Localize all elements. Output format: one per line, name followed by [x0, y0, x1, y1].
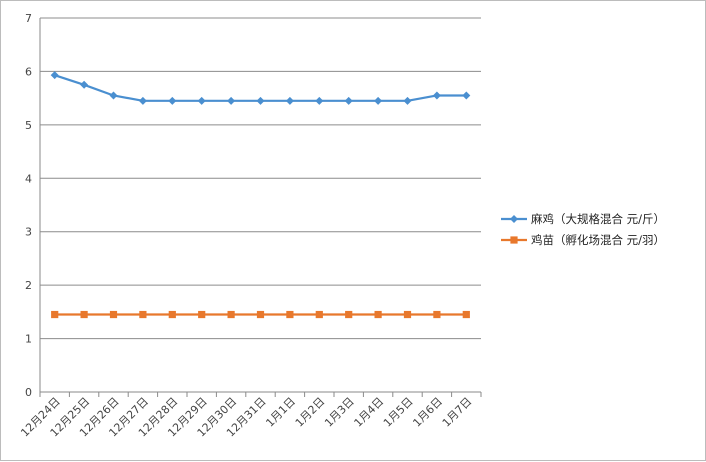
data-point-diamond — [344, 96, 353, 105]
data-point-square — [374, 310, 382, 319]
data-point-square — [168, 310, 176, 319]
x-tick-label: 1月1日 — [263, 395, 298, 430]
gridlines — [40, 17, 481, 393]
x-tick-label: 1月6日 — [410, 395, 445, 430]
y-tick-label: 7 — [25, 12, 32, 25]
y-tick-label: 0 — [25, 386, 32, 399]
data-point-square — [80, 310, 88, 319]
x-tick-label: 1月5日 — [381, 395, 416, 430]
legend-marker-diamond — [510, 215, 518, 223]
data-point-square — [139, 310, 147, 319]
data-point-square — [462, 310, 470, 319]
data-point-square — [345, 310, 353, 319]
data-point-square — [227, 310, 235, 319]
y-tick-label: 6 — [25, 65, 32, 78]
data-point-square — [109, 310, 118, 319]
y-tick-label: 1 — [25, 333, 32, 346]
data-point-diamond — [374, 96, 383, 105]
data-point-diamond — [168, 96, 177, 105]
data-point-square — [286, 310, 294, 319]
data-point-diamond — [197, 96, 206, 105]
data-point-square — [315, 310, 323, 319]
legend-marker-square — [510, 236, 518, 244]
data-point-square — [198, 310, 206, 319]
y-tick-label: 2 — [25, 279, 32, 292]
legend-label-0: 麻鸡（大规格混合 元/斤） — [531, 212, 665, 226]
y-tick-label: 3 — [25, 226, 32, 239]
data-point-diamond — [138, 96, 147, 105]
x-tick-label: 1月7日 — [440, 395, 475, 430]
data-point-diamond — [285, 96, 294, 105]
data-point-diamond — [432, 91, 441, 100]
legend-label-1: 鸡苗（孵化场混合 元/羽） — [531, 233, 665, 247]
y-tick-label: 5 — [25, 119, 32, 132]
data-point-diamond — [227, 96, 236, 105]
data-point-diamond — [80, 80, 89, 89]
data-point-diamond — [403, 96, 412, 105]
data-point-diamond — [256, 96, 265, 105]
data-point-square — [256, 310, 265, 319]
y-tick-label: 4 — [25, 172, 32, 185]
x-tick-label: 1月3日 — [322, 395, 357, 430]
data-point-diamond — [50, 71, 59, 80]
legend: 麻鸡（大规格混合 元/斤） 鸡苗（孵化场混合 元/羽） — [501, 212, 665, 247]
data-point-diamond — [315, 96, 324, 105]
data-point-square — [403, 310, 412, 319]
x-tick-label: 1月4日 — [352, 395, 387, 430]
series-group — [50, 71, 471, 319]
data-point-diamond — [109, 91, 118, 100]
data-point-square — [51, 310, 59, 319]
data-point-diamond — [462, 91, 471, 100]
axes: 0123456712月24日12月25日12月26日12月27日12月28日12… — [18, 12, 482, 439]
x-tick-label: 1月2日 — [293, 395, 328, 430]
data-point-square — [433, 310, 441, 319]
